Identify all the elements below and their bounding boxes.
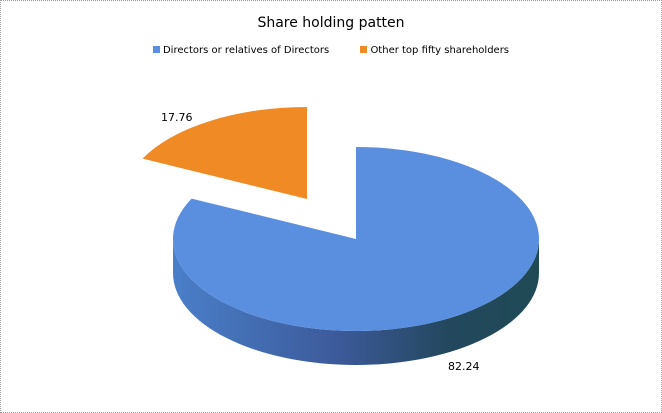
slice-side-wall: [173, 239, 539, 365]
data-label-directors: 82.24: [448, 360, 480, 373]
legend: Directors or relatives of Directors Othe…: [1, 45, 661, 56]
data-label-others: 17.76: [161, 111, 193, 124]
chart-title: Share holding patten: [257, 15, 405, 31]
legend-label: Other top fifty shareholders: [370, 45, 510, 56]
pie-slice-directors: [172, 147, 539, 331]
legend-item-others: Other top fifty shareholders: [360, 45, 509, 56]
legend-swatch-blue: [152, 46, 160, 53]
legend-swatch-orange: [360, 46, 368, 53]
pie-slice-others: [142, 107, 307, 199]
legend-item-directors: Directors or relatives of Directors: [152, 45, 330, 56]
legend-label: Directors or relatives of Directors: [162, 45, 330, 56]
